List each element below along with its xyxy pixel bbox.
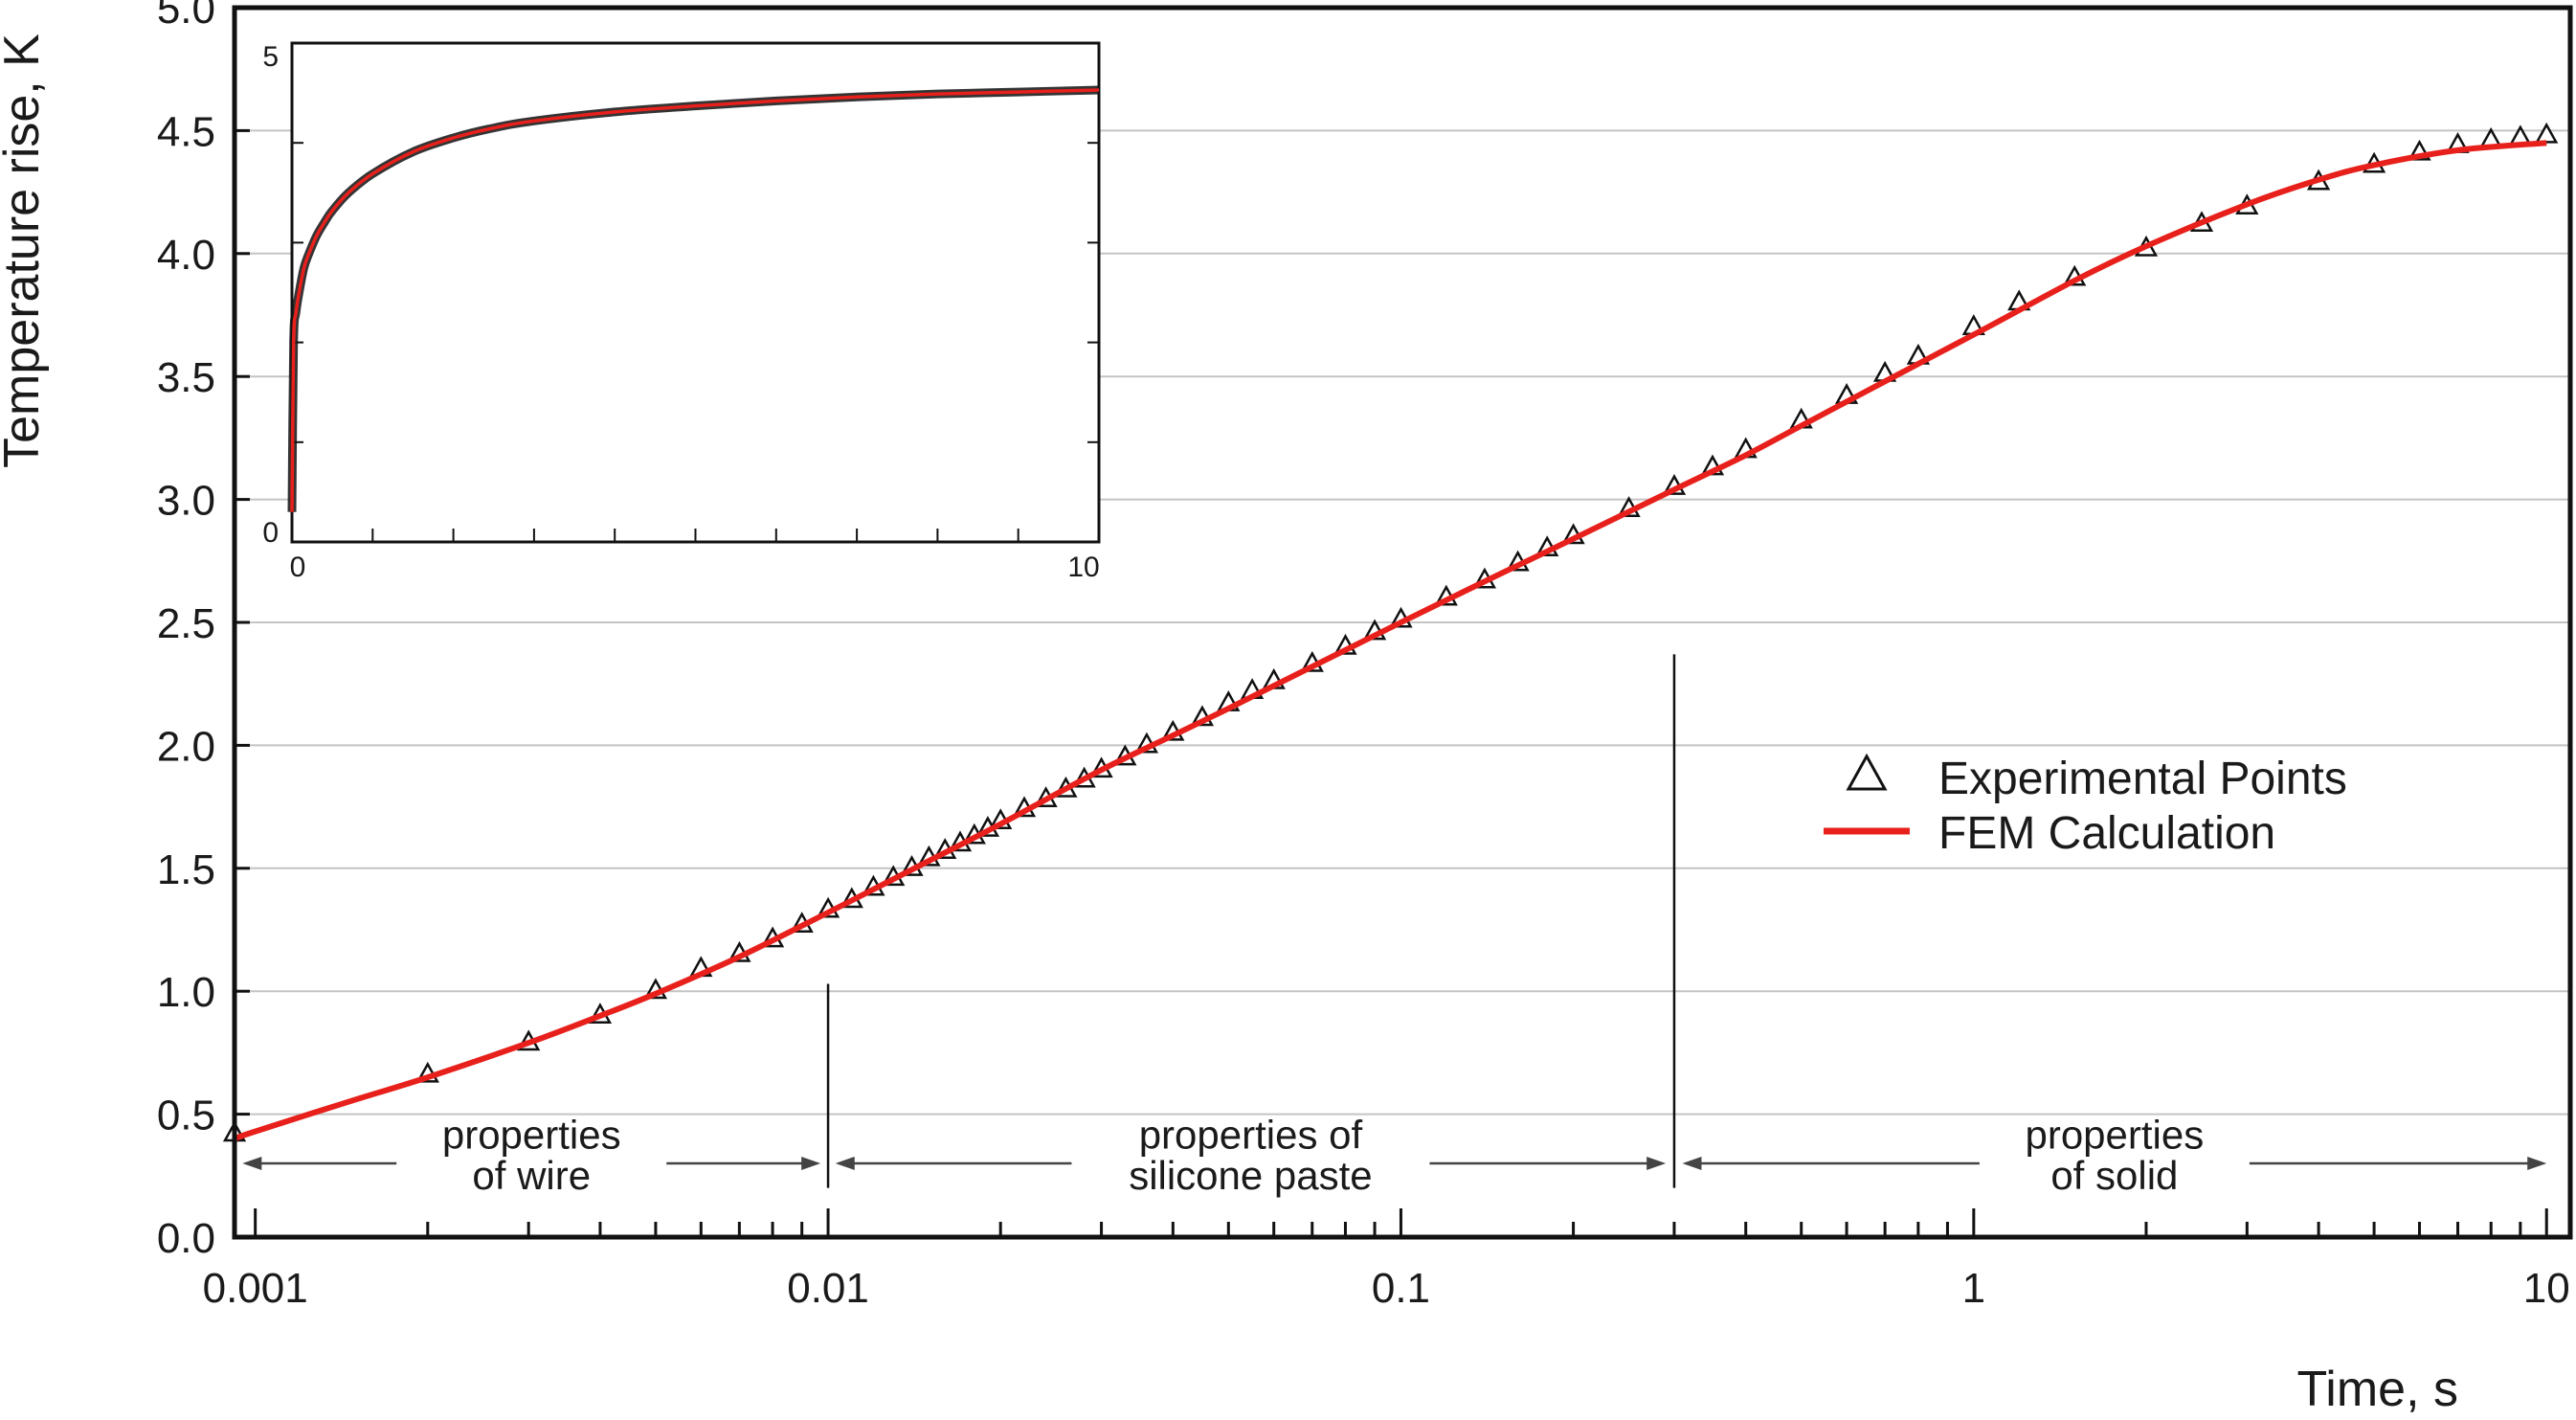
- y-tick-label: 1.5: [157, 846, 215, 893]
- arrowhead-left: [1682, 1156, 1702, 1170]
- y-tick-label: 0.0: [157, 1215, 215, 1262]
- region-dividers: [826, 654, 1676, 1188]
- experimental-point: [2535, 122, 2559, 144]
- arrowhead-left: [835, 1156, 855, 1170]
- x-tick-label: 0.01: [787, 1265, 869, 1312]
- fem-calculation-line: [233, 140, 2547, 1142]
- y-tick-label: 2.0: [157, 723, 215, 770]
- legend-label-experimental: Experimental Points: [1938, 754, 2347, 804]
- y-tick-label: 0.5: [157, 1093, 215, 1139]
- arrowhead-left: [242, 1156, 262, 1170]
- inset-frame: [290, 41, 1101, 544]
- legend-triangle-marker: [1846, 753, 1888, 791]
- legend-label-fem: FEM Calculation: [1938, 808, 2275, 859]
- inset-x-tick-label: 10: [1067, 552, 1099, 583]
- inset-y-tick-label: 5: [262, 41, 279, 73]
- arrowhead-right: [2527, 1156, 2547, 1170]
- inset-y-tick-label: 0: [262, 517, 279, 549]
- arrowhead-right: [801, 1156, 821, 1170]
- arrowhead-right: [1646, 1156, 1667, 1170]
- y-tick-label: 5.0: [157, 0, 215, 33]
- region-label-line: properties: [2025, 1113, 2204, 1158]
- y-tick-label: 2.5: [157, 600, 215, 647]
- inset-x-tick-label: 0: [290, 552, 306, 583]
- inset-chart: 0 10 0 5: [262, 41, 1101, 583]
- x-tick-label: 1: [1962, 1265, 1985, 1312]
- y-axis-ticks: 0.0 0.5 1.0 1.5 2.0 2.5 3.0 3.5 4.0 4.5 5.0: [157, 0, 250, 1262]
- y-tick-label: 4.5: [157, 108, 215, 155]
- region-label-line: of solid: [2050, 1153, 2178, 1198]
- region-label-line: of wire: [472, 1153, 591, 1198]
- x-axis-ticks: 0.001 0.01 0.1 1 10: [203, 1208, 2570, 1312]
- y-tick-label: 3.5: [157, 354, 215, 401]
- region-label-line: properties of: [1139, 1113, 1363, 1158]
- region-label-line: properties: [442, 1113, 621, 1158]
- region-label-line: silicone paste: [1129, 1153, 1372, 1198]
- fem-calculation-series: [233, 140, 2547, 1142]
- x-tick-label: 0.1: [1372, 1265, 1430, 1312]
- y-tick-label: 1.0: [157, 969, 215, 1016]
- y-tick-label: 3.0: [157, 478, 215, 525]
- y-tick-label: 4.0: [157, 232, 215, 279]
- x-tick-label: 10: [2523, 1265, 2570, 1312]
- inset-fem-line: [290, 88, 1100, 512]
- x-tick-label: 0.001: [203, 1265, 308, 1312]
- y-axis-title: Temperature rise, K: [0, 34, 50, 468]
- x-axis-title: Time, s: [2296, 1362, 2458, 1415]
